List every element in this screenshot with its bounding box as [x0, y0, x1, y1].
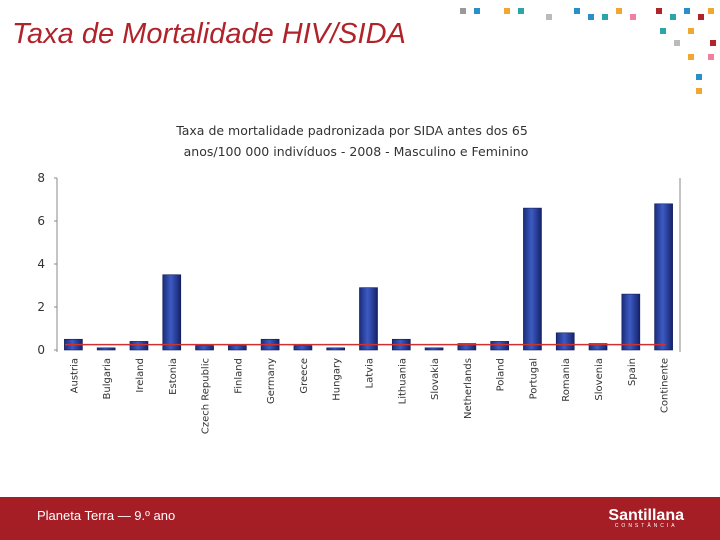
y-tick-label: 8	[37, 171, 45, 185]
bar	[129, 341, 149, 351]
decoration	[460, 8, 716, 94]
chart-title: Taxa de mortalidade padronizada por SIDA…	[175, 123, 528, 138]
x-tick-label: Greece	[299, 358, 310, 394]
x-tick-label: Romania	[561, 358, 572, 402]
x-tick-label: Slovenia	[594, 358, 605, 401]
x-tick-label: Austria	[69, 358, 80, 393]
bar	[293, 345, 313, 351]
bar	[195, 345, 214, 351]
bar	[621, 293, 641, 351]
logo-text: Santillana	[608, 507, 684, 524]
x-tick-label: Spain	[627, 358, 638, 386]
bar	[228, 345, 247, 351]
x-tick-label: Hungary	[332, 358, 343, 401]
bar	[555, 332, 575, 351]
x-tick-label: Poland	[496, 358, 507, 391]
x-tick-label: Bulgaria	[102, 358, 113, 399]
logo: Santillana CONSTÂNCIA	[608, 507, 684, 529]
x-tick-label: Slovakia	[430, 358, 441, 400]
bar	[162, 274, 182, 351]
slide-title: Taxa de Mortalidade HIV/SIDA	[12, 18, 406, 50]
y-tick-label: 2	[37, 300, 45, 314]
bar	[654, 203, 673, 351]
chart-title: anos/100 000 indivíduos - 2008 - Masculi…	[184, 144, 529, 159]
x-tick-label: Ireland	[135, 358, 146, 393]
x-tick-label: Netherlands	[463, 358, 474, 419]
footer-text: Planeta Terra — 9.º ano	[37, 508, 176, 523]
chart: Taxa de mortalidade padronizada por SIDA…	[37, 123, 681, 434]
x-tick-label: Portugal	[528, 358, 539, 399]
bar	[326, 347, 346, 351]
y-tick-label: 0	[37, 343, 45, 357]
x-tick-label: Lithuania	[397, 358, 408, 404]
bar	[490, 341, 509, 351]
x-tick-label: Germany	[266, 358, 277, 404]
logo-subtext: CONSTÂNCIA	[614, 523, 678, 529]
bar	[457, 343, 477, 351]
y-tick-label: 6	[37, 214, 45, 228]
bar	[424, 347, 444, 351]
bar	[359, 287, 378, 351]
bar	[588, 343, 608, 351]
x-tick-label: Estonia	[168, 358, 179, 395]
y-tick-label: 4	[37, 257, 45, 271]
x-tick-label: Latvia	[365, 358, 376, 388]
bar	[96, 347, 116, 351]
bar	[523, 207, 542, 351]
x-tick-label: Continente	[660, 358, 671, 413]
footer: Planeta Terra — 9.º ano Santillana CONSTÂ…	[0, 497, 720, 540]
x-tick-label: Czech Republic	[201, 358, 212, 434]
x-tick-label: Finland	[233, 358, 244, 394]
